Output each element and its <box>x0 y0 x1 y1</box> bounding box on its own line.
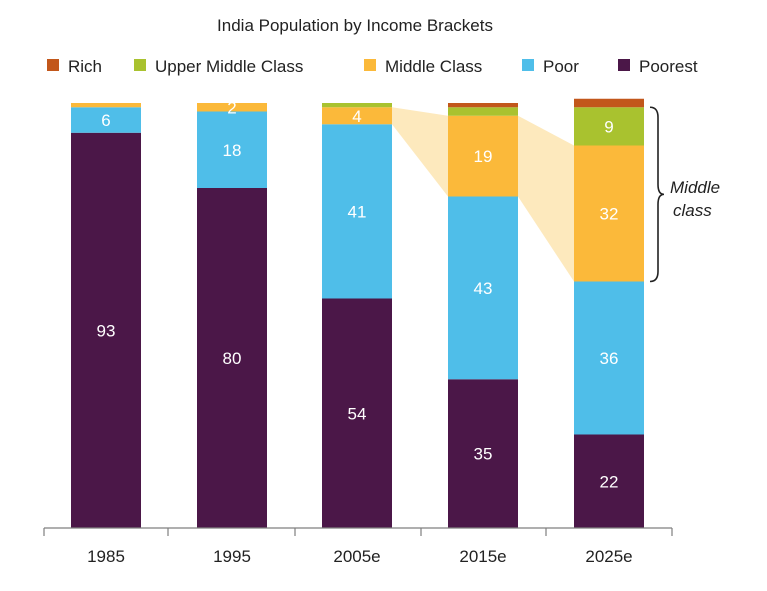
data-label-middle-class-2015e: 19 <box>474 147 493 166</box>
bar-middle-class-1985 <box>71 103 141 108</box>
data-label-poor-2025e: 36 <box>600 349 619 368</box>
legend-swatch-poorest <box>618 59 630 71</box>
bar-poorest-2005e <box>322 298 392 528</box>
chart-title: India Population by Income Brackets <box>217 16 493 35</box>
bar-poorest-2015e <box>448 379 518 528</box>
bar-poor-1995 <box>197 111 267 188</box>
middle-class-annotation: Middle class <box>649 106 720 283</box>
bar-rich-2015e <box>448 103 518 108</box>
legend-label-upper-middle-class: Upper Middle Class <box>155 57 303 76</box>
legend-label-rich: Rich <box>68 57 102 76</box>
brace-icon <box>649 106 665 283</box>
data-label-poorest-2025e: 22 <box>600 472 619 491</box>
data-label-poor-2005e: 41 <box>348 202 367 221</box>
bar-poorest-1995 <box>197 188 267 528</box>
bar-middle-class-2005e <box>322 107 392 125</box>
x-tick-label-2005e: 2005e <box>333 547 380 566</box>
data-label-poorest-2015e: 35 <box>474 445 493 464</box>
bar-middle-class-2015e <box>448 115 518 197</box>
annotation-line-1: Middle <box>670 178 720 197</box>
data-label-poorest-1995: 80 <box>223 349 242 368</box>
data-label-upper-middle-class-2025e: 9 <box>604 117 613 136</box>
legend-swatch-middle-class <box>364 59 376 71</box>
bar-middle-class-1995 <box>197 103 267 112</box>
data-label-poor-2015e: 43 <box>474 279 493 298</box>
bar-poor-1985 <box>71 107 141 133</box>
x-tick-label-2025e: 2025e <box>585 547 632 566</box>
data-label-poor-1985: 6 <box>101 111 110 130</box>
legend: Rich Upper Middle Class Middle Class Poor Po… <box>47 57 698 76</box>
bar-upper-middle-class-2025e <box>574 107 644 146</box>
data-label-middle-class-2005e: 4 <box>352 107 361 126</box>
bar-poorest-2025e <box>574 434 644 528</box>
middle-class-highlight <box>392 107 574 282</box>
bar-poorest-1985 <box>71 132 141 528</box>
annotation-line-2: class <box>673 201 712 220</box>
legend-swatch-upper-middle-class <box>134 59 146 71</box>
data-label-middle-class-2025e: 32 <box>600 205 619 224</box>
bar-rich-2025e <box>574 98 644 108</box>
data-label-poorest-2005e: 54 <box>348 404 367 423</box>
x-tick-label-2015e: 2015e <box>459 547 506 566</box>
bar-poor-2025e <box>574 281 644 435</box>
highlight-band-2005e-2015e <box>392 107 448 197</box>
x-tick-label-1995: 1995 <box>213 547 251 566</box>
bar-poor-2015e <box>448 196 518 380</box>
highlight-band-2015e-2025e <box>518 115 574 282</box>
data-label-poor-1995: 18 <box>223 141 242 160</box>
legend-swatch-poor <box>522 59 534 71</box>
x-tick-label-1985: 1985 <box>87 547 125 566</box>
bar-upper-middle-class-2005e <box>322 103 392 108</box>
legend-swatch-rich <box>47 59 59 71</box>
x-axis: 1985 1995 2005e 2015e 2025e <box>43 527 673 566</box>
bar-poor-2005e <box>322 124 392 299</box>
segment-labels: 93 6 80 18 2 54 41 4 35 43 19 22 36 32 9 <box>97 98 619 491</box>
data-label-poorest-1985: 93 <box>97 321 116 340</box>
bar-stacks <box>71 98 644 528</box>
bar-upper-middle-class-2015e <box>448 107 518 116</box>
data-label-middle-class-1995: 2 <box>227 98 236 117</box>
legend-label-middle-class: Middle Class <box>385 57 482 76</box>
bar-middle-class-2025e <box>574 145 644 282</box>
legend-label-poor: Poor <box>543 57 579 76</box>
legend-label-poorest: Poorest <box>639 57 698 76</box>
